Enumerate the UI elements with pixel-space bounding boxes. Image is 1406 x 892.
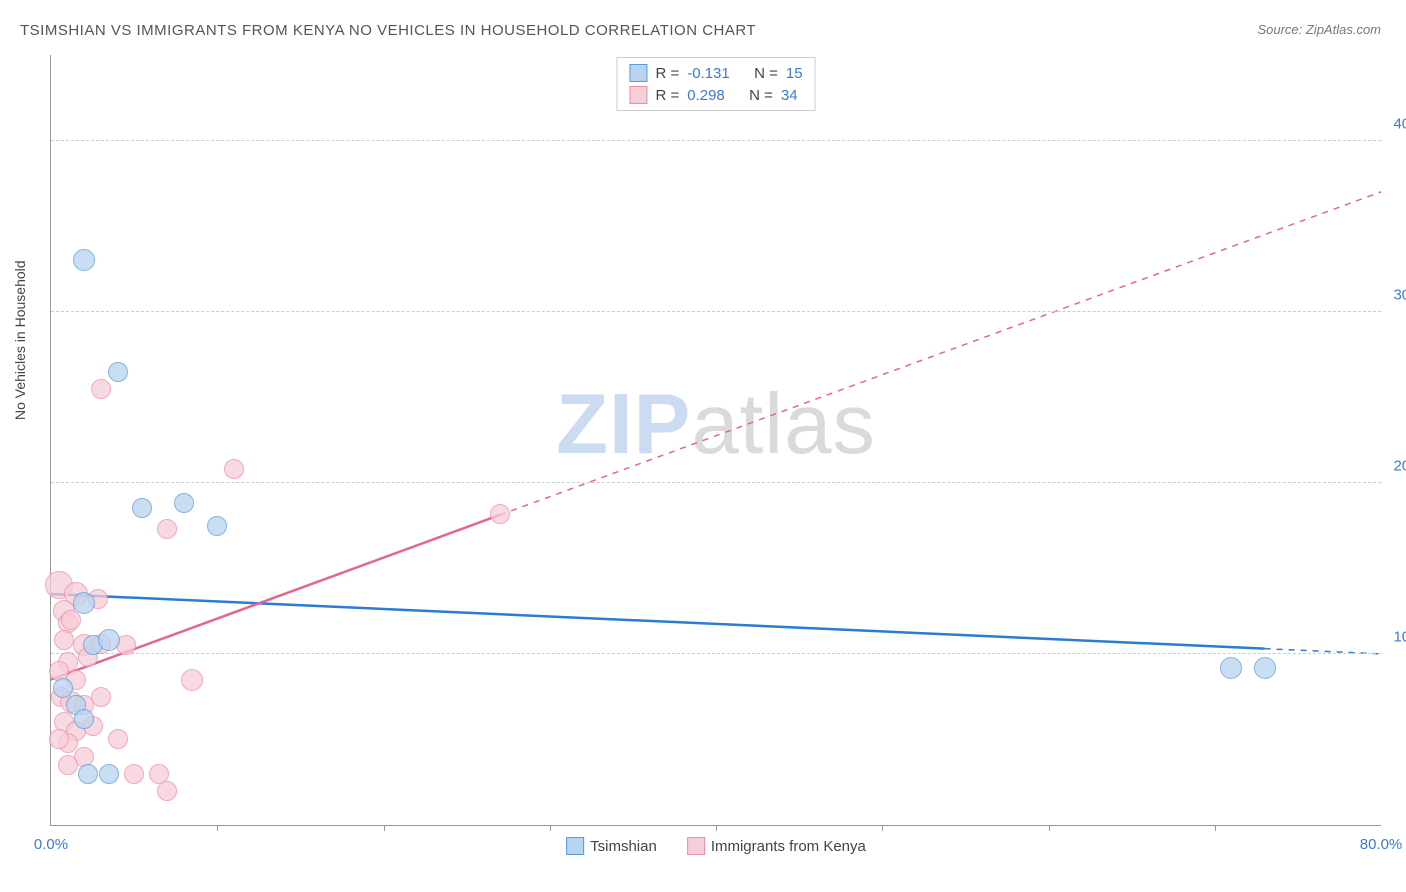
legend-row: R = 0.298 N = 34 xyxy=(629,84,802,106)
data-point-pink xyxy=(91,687,111,707)
series-legend-item: Immigrants from Kenya xyxy=(687,837,866,855)
series-legend-item: Tsimshian xyxy=(566,837,657,855)
chart-plot-area: ZIPatlas R =-0.131 N =15R =0.298 N =34 T… xyxy=(50,55,1381,826)
data-point-pink xyxy=(54,630,74,650)
gridline xyxy=(51,482,1381,483)
data-point-blue xyxy=(73,249,95,271)
data-point-blue xyxy=(1254,657,1276,679)
data-point-pink xyxy=(157,781,177,801)
series-label: Immigrants from Kenya xyxy=(711,838,866,855)
correlation-legend: R =-0.131 N =15R =0.298 N =34 xyxy=(616,57,815,111)
x-tick xyxy=(550,825,551,831)
data-point-blue xyxy=(1220,657,1242,679)
x-tick xyxy=(1049,825,1050,831)
chart-title: TSIMSHIAN VS IMMIGRANTS FROM KENYA NO VE… xyxy=(20,22,756,39)
series-label: Tsimshian xyxy=(590,838,657,855)
data-point-blue xyxy=(73,592,95,614)
data-point-blue xyxy=(98,629,120,651)
watermark-atlas: atlas xyxy=(691,377,876,472)
x-tick xyxy=(217,825,218,831)
gridline xyxy=(51,311,1381,312)
data-point-pink xyxy=(490,504,510,524)
data-point-pink xyxy=(181,669,203,691)
x-tick xyxy=(1215,825,1216,831)
data-point-blue xyxy=(99,764,119,784)
data-point-pink xyxy=(124,764,144,784)
legend-n-label: N = xyxy=(754,65,778,82)
x-tick xyxy=(384,825,385,831)
legend-swatch xyxy=(629,64,647,82)
data-point-pink xyxy=(108,729,128,749)
y-axis-label: 30.0% xyxy=(1393,286,1406,303)
data-point-blue xyxy=(78,764,98,784)
watermark: ZIPatlas xyxy=(556,376,876,474)
y-axis-label: 10.0% xyxy=(1393,628,1406,645)
gridline xyxy=(51,653,1381,654)
y-axis-title: No Vehicles in Household xyxy=(12,260,28,420)
data-point-pink xyxy=(49,729,69,749)
x-axis-label: 0.0% xyxy=(34,836,68,853)
gridline xyxy=(51,140,1381,141)
data-point-blue xyxy=(207,516,227,536)
data-point-blue xyxy=(108,362,128,382)
x-tick xyxy=(882,825,883,831)
legend-r-value: 0.298 xyxy=(687,87,725,104)
data-point-blue xyxy=(53,678,73,698)
watermark-zip: ZIP xyxy=(556,377,691,472)
data-point-pink xyxy=(157,519,177,539)
x-tick xyxy=(716,825,717,831)
series-legend: Tsimshian Immigrants from Kenya xyxy=(566,837,866,855)
legend-row: R = -0.131 N = 15 xyxy=(629,62,802,84)
legend-n-value: 15 xyxy=(786,65,803,82)
data-point-blue xyxy=(132,498,152,518)
y-axis-label: 20.0% xyxy=(1393,457,1406,474)
data-point-pink xyxy=(91,379,111,399)
source-label: Source: ZipAtlas.com xyxy=(1257,22,1381,37)
data-point-blue xyxy=(74,709,94,729)
x-axis-label: 80.0% xyxy=(1360,836,1403,853)
data-point-pink xyxy=(61,610,81,630)
legend-r-label: R = xyxy=(655,87,679,104)
legend-r-label: R = xyxy=(655,65,679,82)
legend-n-value: 34 xyxy=(781,87,798,104)
legend-swatch xyxy=(629,86,647,104)
y-axis-label: 40.0% xyxy=(1393,115,1406,132)
data-point-pink xyxy=(224,459,244,479)
legend-swatch xyxy=(566,837,584,855)
trend-lines-layer xyxy=(51,55,1381,825)
data-point-pink xyxy=(58,755,78,775)
legend-r-value: -0.131 xyxy=(687,65,730,82)
legend-swatch xyxy=(687,837,705,855)
data-point-blue xyxy=(174,493,194,513)
legend-n-label: N = xyxy=(749,87,773,104)
